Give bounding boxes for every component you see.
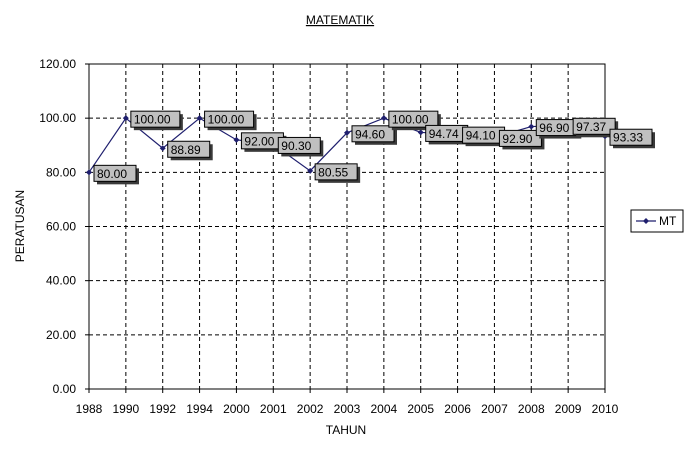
- y-tick-label: 80.00: [46, 165, 76, 179]
- data-label-box: [572, 117, 616, 135]
- x-tick-label: 2010: [592, 402, 619, 416]
- data-point: [196, 115, 203, 122]
- data-label: 93.33: [609, 128, 655, 149]
- data-label: 90.30: [277, 136, 324, 157]
- y-tick-label: 100.00: [39, 111, 76, 125]
- data-label-text: 100.00: [208, 113, 245, 127]
- y-tick-label: 60.00: [46, 220, 76, 234]
- y-axis-title: PERATUSAN: [13, 190, 27, 262]
- data-label: 80.55: [314, 163, 361, 183]
- data-label: 100.00: [130, 110, 183, 131]
- data-point: [417, 129, 424, 136]
- data-label: 94.60: [351, 125, 397, 145]
- data-label: 94.10: [462, 126, 508, 147]
- data-label-text: 92.00: [244, 134, 274, 148]
- x-tick-label: 2003: [334, 402, 361, 416]
- data-label: 96.90: [535, 119, 582, 139]
- data-point: [344, 129, 350, 136]
- data-label-box: [609, 128, 653, 146]
- data-label-text: 94.60: [355, 127, 385, 141]
- data-point: [307, 167, 314, 174]
- x-tick-label: 2008: [518, 402, 545, 416]
- data-label-text: 93.33: [613, 131, 643, 145]
- data-label-text: 88.89: [171, 143, 201, 157]
- y-tick-label: 20.00: [46, 328, 76, 342]
- x-tick-label: 1990: [113, 402, 140, 416]
- x-tick-label: 1992: [149, 402, 176, 416]
- data-label-text: 92.90: [502, 132, 532, 146]
- data-label: 88.89: [167, 140, 213, 161]
- legend-box: [630, 209, 684, 233]
- data-label-box: [167, 140, 211, 158]
- data-point: [159, 145, 166, 152]
- x-tick-label: 1994: [186, 402, 213, 416]
- data-label: 100.00: [388, 110, 441, 131]
- data-point: [380, 115, 387, 122]
- x-tick-label: 2009: [555, 402, 582, 416]
- data-label-text: 100.00: [134, 113, 171, 127]
- data-label-text: 100.00: [392, 113, 429, 127]
- x-tick-label: 2005: [407, 402, 434, 416]
- data-label-box: [351, 125, 395, 143]
- x-tick-label: 2002: [297, 402, 324, 416]
- data-label: 97.37: [572, 117, 619, 138]
- data-label: 94.74: [425, 124, 471, 145]
- y-tick-label: 120.00: [39, 57, 76, 71]
- data-label: 100.00: [204, 110, 257, 131]
- data-label: 92.90: [498, 129, 545, 150]
- data-label-text: 97.37: [576, 120, 606, 134]
- y-tick-label: 40.00: [46, 274, 76, 288]
- data-point: [86, 169, 92, 176]
- x-axis-title: TAHUN: [326, 423, 366, 437]
- data-point: [528, 123, 535, 130]
- legend-label: MT: [659, 214, 677, 228]
- data-label-box: [388, 110, 439, 128]
- data-label-box: [277, 136, 321, 154]
- data-label-box: [204, 110, 255, 128]
- data-point: [122, 115, 129, 122]
- legend-marker: [643, 218, 649, 224]
- data-label-text: 80.00: [97, 167, 127, 181]
- data-point: [233, 136, 240, 143]
- y-tick-label: 0.00: [53, 382, 77, 396]
- data-label: 80.00: [93, 164, 139, 185]
- data-label-box: [130, 110, 181, 128]
- x-tick-label: 1988: [76, 402, 103, 416]
- data-label-text: 94.74: [429, 127, 459, 141]
- data-label: 92.00: [240, 132, 287, 152]
- data-label-box: [93, 164, 137, 182]
- chart-title: MATEMATIK: [306, 13, 374, 27]
- data-label-text: 80.55: [318, 165, 348, 179]
- x-tick-label: 2007: [481, 402, 508, 416]
- data-label-text: 96.90: [539, 121, 569, 135]
- data-label-text: 90.30: [281, 139, 311, 153]
- x-tick-label: 2000: [223, 402, 250, 416]
- x-tick-label: 2001: [260, 402, 287, 416]
- data-label-text: 94.10: [466, 129, 496, 143]
- data-label-box: [314, 163, 358, 181]
- x-tick-label: 2006: [444, 402, 471, 416]
- x-tick-label: 2004: [371, 402, 398, 416]
- legend: MT: [630, 209, 684, 233]
